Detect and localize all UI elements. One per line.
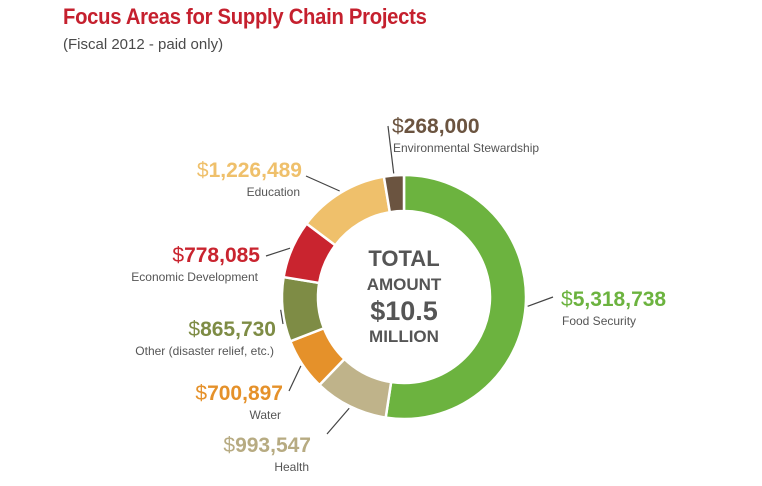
center-line-total: TOTAL [368, 246, 439, 271]
leader-line [387, 125, 395, 174]
leader-line [527, 296, 554, 307]
leader-lines [265, 125, 554, 435]
leader-line [280, 309, 284, 325]
slice-value-label: $865,730 [188, 318, 276, 341]
center-line-value: $10.5 [370, 296, 438, 326]
slice-value-label: $778,085 [172, 244, 260, 267]
slice-environmental-stewardship [382, 173, 406, 214]
slice-labels: $5,318,738 Food Security $993,547 Health $70… [131, 115, 666, 474]
slice-other-disaster-relief-etc [280, 275, 326, 343]
slice-value-label: $993,547 [223, 434, 311, 457]
chart-subtitle: (Fiscal 2012 - paid only) [63, 36, 224, 53]
slice-category-label: Water [249, 408, 281, 422]
leader-line [265, 247, 291, 257]
slice-value-label: $700,897 [195, 382, 283, 405]
donut-slices [280, 173, 528, 421]
slice-category-label: Other (disaster relief, etc.) [135, 344, 274, 358]
leader-line [326, 407, 350, 435]
slice-value-label: $268,000 [392, 115, 480, 138]
slice-value-label: $1,226,489 [197, 159, 302, 182]
slice-category-label: Health [274, 460, 309, 474]
slice-category-label: Food Security [562, 314, 636, 328]
slice-category-label: Environmental Stewardship [393, 141, 539, 155]
center-line-million: MILLION [369, 327, 439, 346]
center-line-amount: AMOUNT [367, 275, 442, 294]
slice-value-label: $5,318,738 [561, 288, 666, 311]
slice-category-label: Economic Development [131, 270, 258, 284]
leader-line [288, 365, 302, 392]
slice-category-label: Education [247, 185, 300, 199]
leader-line [305, 175, 340, 192]
slice-food-security [384, 173, 528, 421]
center-label: TOTAL AMOUNT $10.5 MILLION [367, 246, 442, 346]
chart-title: Focus Areas for Supply Chain Projects [63, 4, 427, 29]
